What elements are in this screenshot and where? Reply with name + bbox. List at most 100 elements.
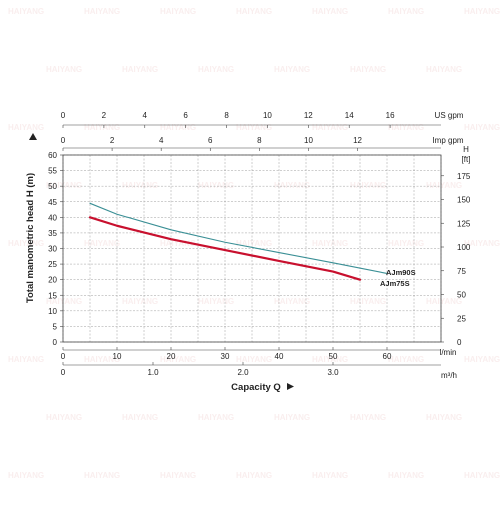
imp-gpm-tick-label: 0 xyxy=(61,136,66,145)
watermark-text: HAIYANG xyxy=(350,181,386,190)
watermark-text: HAIYANG xyxy=(84,355,120,364)
watermark-text: HAIYANG xyxy=(8,7,44,16)
y-axis-label-arrow xyxy=(29,133,37,140)
ft-tick-label: 125 xyxy=(457,219,471,228)
watermark-text: HAIYANG xyxy=(388,355,424,364)
watermark-text: HAIYANG xyxy=(388,7,424,16)
series-label-ajm90s: AJm90S xyxy=(386,268,416,277)
watermark-text: HAIYANG xyxy=(388,471,424,480)
watermark-text: HAIYANG xyxy=(464,239,500,248)
us-gpm-tick-label: 4 xyxy=(143,111,148,120)
y-tick-label: 60 xyxy=(48,151,57,160)
ft-tick-label: 50 xyxy=(457,291,466,300)
ft-tick-label: 100 xyxy=(457,243,471,252)
imp-gpm-tick-label: 2 xyxy=(110,136,115,145)
watermark-text: HAIYANG xyxy=(160,355,196,364)
watermark-text: HAIYANG xyxy=(198,65,234,74)
x-axis-label: Capacity Q xyxy=(231,382,281,393)
watermark-text: HAIYANG xyxy=(84,471,120,480)
watermark-text: HAIYANG xyxy=(274,181,310,190)
watermark-text: HAIYANG xyxy=(312,355,348,364)
watermark-text: HAIYANG xyxy=(464,7,500,16)
watermark-text: HAIYANG xyxy=(84,123,120,132)
us-gpm-tick-label: 2 xyxy=(102,111,107,120)
ft-tick-label: 150 xyxy=(457,196,471,205)
watermark-text: HAIYANG xyxy=(8,123,44,132)
y-tick-label: 45 xyxy=(48,198,57,207)
y-tick-label: 20 xyxy=(48,276,57,285)
us-gpm-tick-label: 16 xyxy=(386,111,395,120)
y-tick-label: 35 xyxy=(48,229,57,238)
grid xyxy=(62,154,442,343)
lmin-tick-label: 30 xyxy=(221,352,230,361)
us-gpm-tick-label: 10 xyxy=(263,111,272,120)
watermark-text: HAIYANG xyxy=(350,413,386,422)
watermark-text: HAIYANG xyxy=(8,239,44,248)
y-tick-label: 40 xyxy=(48,213,57,222)
series-line-ajm90s xyxy=(89,202,388,274)
imp-gpm-tick-label: 6 xyxy=(208,136,213,145)
watermark-text: HAIYANG xyxy=(122,297,158,306)
watermark-text: HAIYANG xyxy=(388,239,424,248)
series-line-ajm75s xyxy=(88,216,362,281)
series-layer xyxy=(88,202,388,281)
us-gpm-tick-label: 6 xyxy=(183,111,188,120)
x-axis-label-arrow xyxy=(287,383,294,390)
us-gpm-tick-label: 0 xyxy=(61,111,66,120)
watermark-text: HAIYANG xyxy=(312,7,348,16)
watermark-text: HAIYANG xyxy=(122,413,158,422)
unit-m3h: m³/h xyxy=(441,371,457,380)
watermark-text: HAIYANG xyxy=(426,65,462,74)
imp-gpm-tick-label: 10 xyxy=(304,136,313,145)
m3h-tick-label: 3.0 xyxy=(327,368,339,377)
imp-gpm-tick-label: 8 xyxy=(257,136,262,145)
watermark-text: HAIYANG xyxy=(8,355,44,364)
y-axis-label: Total manometric head H (m) xyxy=(25,173,36,303)
imp-gpm-tick-label: 4 xyxy=(159,136,164,145)
watermark-text: HAIYANG xyxy=(160,7,196,16)
watermark-text: HAIYANG xyxy=(198,181,234,190)
watermark-text: HAIYANG xyxy=(46,297,82,306)
y-tick-label: 10 xyxy=(48,307,57,316)
watermark-text: HAIYANG xyxy=(46,65,82,74)
watermark-text: HAIYANG xyxy=(274,297,310,306)
watermark-text: HAIYANG xyxy=(160,239,196,248)
right-axis-label-h: H xyxy=(463,145,469,154)
ft-tick-label: 25 xyxy=(457,314,466,323)
ft-tick-label: 175 xyxy=(457,172,471,181)
y-tick-label: 50 xyxy=(48,182,57,191)
watermark-text: HAIYANG xyxy=(84,239,120,248)
watermark-text: HAIYANG xyxy=(274,413,310,422)
y-tick-label: 15 xyxy=(48,291,57,300)
us-gpm-tick-label: 12 xyxy=(304,111,313,120)
watermark-text: HAIYANG xyxy=(350,297,386,306)
watermark-text: HAIYANG xyxy=(160,123,196,132)
watermark-text: HAIYANG xyxy=(426,297,462,306)
ft-tick-label: 75 xyxy=(457,267,466,276)
unit-imp-gpm: Imp gpm xyxy=(432,136,463,145)
watermark-text: HAIYANG xyxy=(236,7,272,16)
y-tick-label: 30 xyxy=(48,245,57,254)
watermark-text: HAIYANG xyxy=(312,239,348,248)
watermark-text: HAIYANG xyxy=(46,413,82,422)
watermark-text: HAIYANG xyxy=(426,181,462,190)
watermark-text: HAIYANG xyxy=(464,123,500,132)
watermark-text: HAIYANG xyxy=(8,471,44,480)
y-tick-label: 0 xyxy=(53,338,58,347)
watermark-text: HAIYANG xyxy=(236,123,272,132)
watermark-layer: HAIYANG HAIYANG HAIYANG HAIYANG HAIYANG HAIYA… xyxy=(8,7,500,480)
watermark-text: HAIYANG xyxy=(312,123,348,132)
watermark-text: HAIYANG xyxy=(236,355,272,364)
unit-us-gpm: US gpm xyxy=(435,111,464,120)
watermark-text: HAIYANG xyxy=(236,239,272,248)
watermark-text: HAIYANG xyxy=(198,413,234,422)
us-gpm-tick-label: 8 xyxy=(224,111,229,120)
watermark-text: HAIYANG xyxy=(312,471,348,480)
ft-tick-label: 0 xyxy=(457,338,462,347)
watermark-text: HAIYANG xyxy=(236,471,272,480)
us-gpm-tick-label: 14 xyxy=(345,111,354,120)
m3h-tick-label: 1.0 xyxy=(147,368,159,377)
watermark-text: HAIYANG xyxy=(198,297,234,306)
lmin-tick-label: 50 xyxy=(329,352,338,361)
y-tick-label: 55 xyxy=(48,167,57,176)
